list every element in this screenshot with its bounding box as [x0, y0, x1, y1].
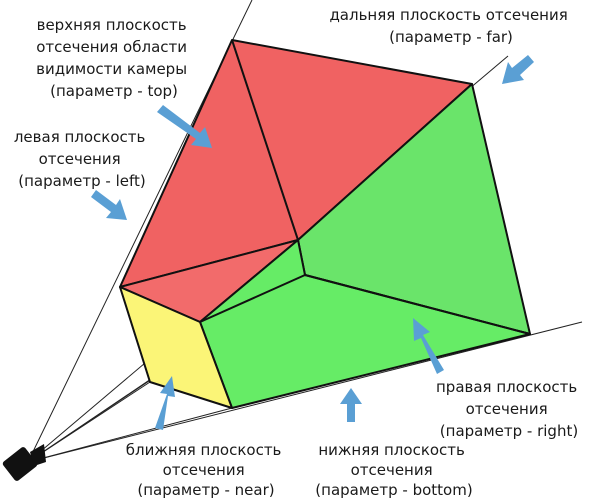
pointer-arrows — [91, 55, 534, 430]
arrow-near — [155, 376, 175, 430]
label-near-plane: ближняя плоскость отсечения (параметр - … — [126, 441, 286, 499]
arrow-top — [157, 105, 212, 148]
label-right-plane: правая плоскость отсечения (параметр - r… — [436, 378, 582, 440]
projection-line-bottom-right — [27, 321, 583, 463]
near-plane — [119, 286, 233, 409]
label-far-plane: дальняя плоскость отсечения (параметр - … — [329, 6, 572, 46]
edge-near-far-bottom — [199, 274, 306, 323]
edge-top-diagonal — [231, 39, 299, 241]
edge-far-bottom — [304, 274, 531, 335]
arrow-right — [413, 318, 444, 374]
label-bottom-plane: нижняя плоскость отсечения (параметр - b… — [315, 441, 472, 499]
label-left-plane: левая плоскость отсечения (параметр - le… — [14, 128, 150, 190]
projection-line-near-bottom-left — [27, 381, 151, 463]
frustum-inner-edges — [199, 39, 531, 335]
arrow-bottom — [340, 388, 362, 422]
label-top-plane: верхняя плоскость отсечения области види… — [36, 16, 192, 100]
projection-line-near-bottom-right — [27, 407, 233, 463]
arrow-left — [91, 190, 127, 220]
arrow-far — [502, 55, 534, 84]
camera-icon — [2, 444, 46, 481]
